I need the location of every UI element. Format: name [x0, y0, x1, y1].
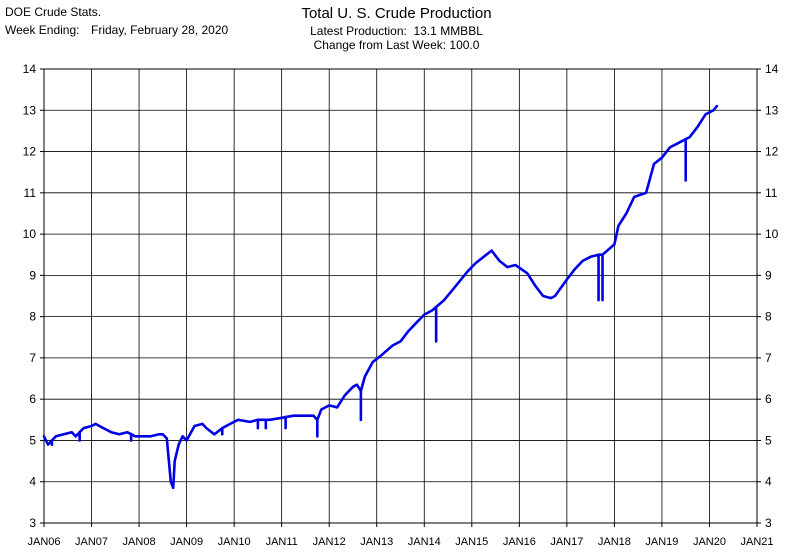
y-tick-label-right: 7 [765, 351, 772, 365]
x-tick-label: JAN19 [645, 536, 678, 548]
x-axis: JAN06 JAN07 JAN08 JAN09 JAN10 JAN11 JAN12 JAN13… [27, 536, 773, 548]
x-tick-label: JAN17 [550, 536, 583, 548]
x-tick-label: JAN16 [503, 536, 536, 548]
y-tick-label-right: 8 [765, 310, 772, 324]
week-ending-label: Week Ending: [5, 23, 80, 37]
x-tick-label: JAN10 [218, 536, 251, 548]
production-series-line [42, 104, 719, 490]
x-tick-label: JAN20 [693, 536, 726, 548]
y-tick-label-left: 10 [23, 227, 37, 241]
y-tick-label-right: 10 [765, 227, 779, 241]
y-tick-label-left: 6 [29, 392, 36, 406]
y-tick-label-right: 12 [765, 145, 779, 159]
y-tick-label-left: 4 [29, 475, 36, 489]
y-tick-label-left: 11 [24, 186, 37, 200]
y-tick-label-left: 8 [29, 310, 36, 324]
y-tick-label-right: 4 [765, 475, 772, 489]
x-tick-label: JAN14 [408, 536, 441, 548]
x-tick-label: JAN08 [123, 536, 156, 548]
y-tick-label-left: 7 [29, 351, 36, 365]
y-tick-label-right: 13 [765, 103, 779, 117]
y-tick-label-right: 5 [765, 433, 772, 447]
x-tick-label: JAN18 [598, 536, 631, 548]
y-tick-label-right: 6 [765, 392, 772, 406]
plot-frame [43, 68, 758, 524]
x-tick-label: JAN06 [27, 536, 60, 548]
change-from-last-week-line: Change from Last Week: 100.0 [313, 38, 480, 52]
y-tick-label-left: 12 [23, 145, 37, 159]
y-tick-label-left: 3 [29, 516, 36, 530]
y-tick-label-right: 9 [765, 268, 772, 282]
x-tick-label: JAN21 [740, 536, 773, 548]
series-layer [42, 104, 719, 490]
y-tick-label-right: 14 [765, 62, 779, 76]
chart-title: Total U. S. Crude Production [301, 5, 492, 22]
week-ending-date: Friday, February 28, 2020 [91, 23, 229, 37]
y-tick-label-left: 9 [29, 268, 36, 282]
x-tick-label: JAN13 [360, 536, 393, 548]
source-label: DOE Crude Stats. [5, 5, 102, 19]
y-axis-right: 3 4 5 6 7 8 9 10 11 12 13 14 [765, 62, 779, 530]
y-tick-label-right: 11 [765, 186, 778, 200]
y-tick-label-left: 13 [23, 103, 37, 117]
x-tick-label: JAN15 [455, 536, 488, 548]
x-tick-label: JAN07 [75, 536, 108, 548]
y-axis-left: 3 4 5 6 7 8 9 10 11 12 13 14 [23, 62, 37, 530]
latest-production-line: Latest Production: 13.1 MMBBL [310, 24, 483, 38]
x-tick-label: JAN12 [313, 536, 346, 548]
x-tick-label: JAN11 [266, 536, 298, 548]
x-tick-label: JAN09 [170, 536, 203, 548]
chart-grid [40, 68, 761, 527]
y-tick-label-right: 3 [765, 516, 772, 530]
y-tick-label-left: 14 [23, 62, 37, 76]
y-tick-label-left: 5 [29, 433, 36, 447]
